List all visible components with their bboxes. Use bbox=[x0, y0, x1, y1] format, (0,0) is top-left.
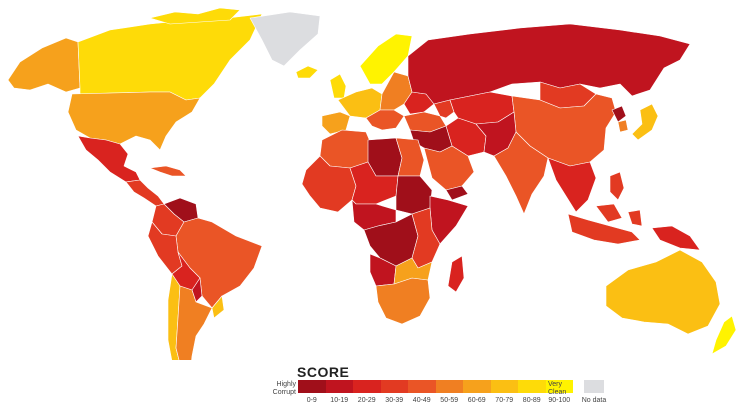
region-india bbox=[493, 131, 549, 215]
legend-swatch-90-100 bbox=[545, 380, 573, 393]
region-australia bbox=[605, 249, 721, 335]
region-caribbean bbox=[149, 165, 187, 177]
legend-tick-labels: 0-9 10-19 20-29 30-39 40-49 50-59 60-69 70-79 80… bbox=[298, 397, 573, 404]
region-sahel bbox=[349, 161, 399, 205]
region-mexico bbox=[77, 135, 141, 183]
legend-swatch-50-59 bbox=[435, 380, 463, 393]
legend-high-label: Very Clean bbox=[548, 381, 567, 396]
legend-tick-10-19: 10-19 bbox=[330, 397, 349, 404]
region-sudan bbox=[395, 175, 433, 215]
legend-tick-60-69: 60-69 bbox=[467, 397, 486, 404]
legend-tick-0-9: 0-9 bbox=[306, 397, 317, 404]
region-southeast-asia bbox=[547, 157, 597, 213]
legend-tick-50-59: 50-59 bbox=[440, 397, 459, 404]
legend-tick-70-79: 70-79 bbox=[495, 397, 514, 404]
region-new-zealand bbox=[711, 315, 737, 355]
region-canada-islands bbox=[149, 7, 241, 25]
region-balkans bbox=[365, 109, 405, 131]
legend-swatches bbox=[298, 380, 573, 393]
legend-title: SCORE bbox=[297, 364, 350, 380]
region-iberia bbox=[321, 111, 351, 135]
legend-swatch-30-39 bbox=[380, 380, 408, 393]
region-canada bbox=[77, 13, 263, 101]
region-japan bbox=[631, 103, 659, 141]
legend-no-data-label: No data bbox=[581, 397, 607, 404]
region-greenland bbox=[249, 11, 321, 67]
region-borneo-sulawesi bbox=[595, 203, 643, 227]
legend-swatch-70-79 bbox=[490, 380, 518, 393]
region-botswana bbox=[393, 257, 433, 285]
legend-swatch-0-9 bbox=[298, 380, 326, 393]
legend-swatch-20-29 bbox=[353, 380, 381, 393]
region-central-america bbox=[125, 179, 165, 207]
legend-low-label: Highly Corrupt bbox=[272, 381, 296, 396]
region-indonesia bbox=[567, 213, 641, 245]
legend-swatch-80-89 bbox=[518, 380, 546, 393]
region-philippines bbox=[609, 171, 625, 201]
world-map bbox=[7, 7, 737, 360]
region-north-africa bbox=[319, 129, 373, 169]
region-north-korea bbox=[611, 105, 627, 123]
legend-swatch-60-69 bbox=[463, 380, 491, 393]
region-libya bbox=[367, 137, 403, 177]
region-yemen bbox=[445, 185, 469, 201]
legend-tick-90-100: 90-100 bbox=[548, 397, 571, 404]
region-madagascar bbox=[447, 255, 465, 293]
region-southern-africa bbox=[375, 277, 431, 325]
legend-tick-30-39: 30-39 bbox=[385, 397, 404, 404]
region-usa bbox=[67, 91, 201, 151]
legend-tick-40-49: 40-49 bbox=[412, 397, 431, 404]
legend-swatch-40-49 bbox=[408, 380, 436, 393]
legend-tick-80-89: 80-89 bbox=[522, 397, 541, 404]
region-caucasus bbox=[433, 99, 455, 119]
legend-tick-20-29: 20-29 bbox=[357, 397, 376, 404]
legend-swatch-10-19 bbox=[325, 380, 353, 393]
legend-no-data-swatch bbox=[584, 380, 604, 393]
region-arabia bbox=[423, 145, 475, 191]
region-argentina bbox=[175, 285, 213, 360]
score-legend: SCORE Highly Corrupt Very Clean 0-9 10-19… bbox=[270, 364, 750, 416]
region-uk bbox=[329, 73, 347, 99]
region-alaska bbox=[7, 37, 81, 93]
region-papua-new-guinea bbox=[651, 225, 701, 251]
region-uruguay bbox=[211, 295, 225, 319]
region-south-korea bbox=[617, 119, 629, 133]
region-iceland bbox=[295, 65, 319, 79]
